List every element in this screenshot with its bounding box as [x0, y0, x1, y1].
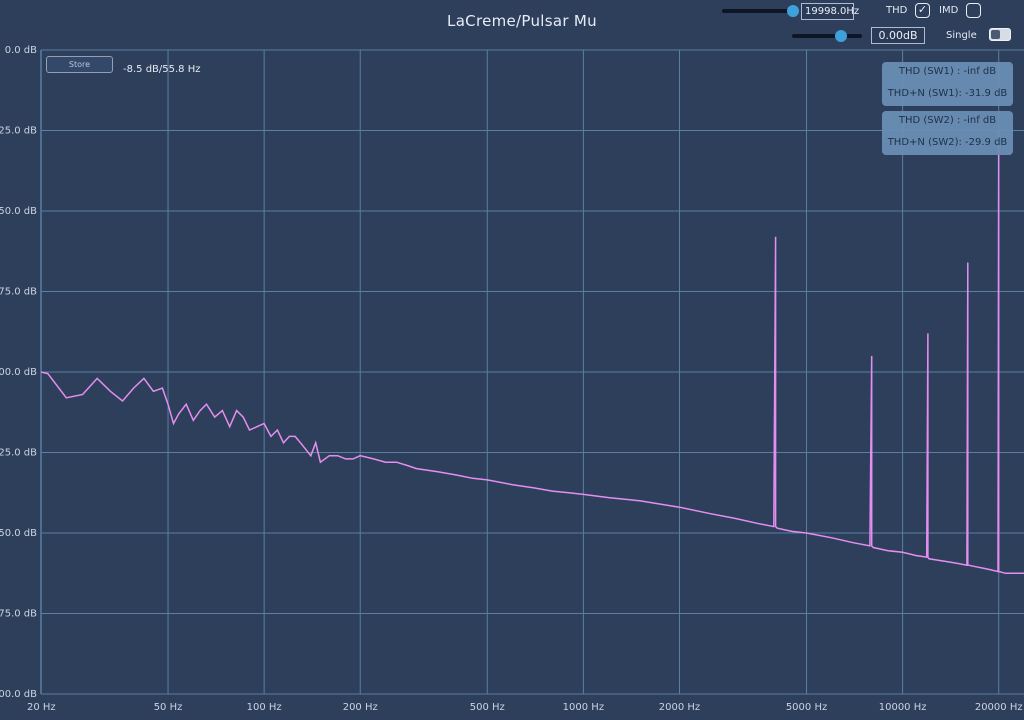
x-tick-label: 5000 Hz	[786, 702, 827, 713]
x-axis-tick-labels: 20 Hz 50 Hz 100 Hz 200 Hz 500 Hz 1000 Hz 2000 …	[27, 702, 1023, 713]
x-tick-label: 20 Hz	[27, 702, 56, 713]
x-tick-label: 20000 Hz	[975, 702, 1023, 713]
thdn-sw1-value: THD+N (SW1): -31.9 dB	[887, 88, 1008, 99]
y-tick-label: -200.0 dB	[0, 689, 37, 700]
y-tick-label: -175.0 dB	[0, 609, 37, 620]
y-tick-label: -50.0 dB	[0, 206, 37, 217]
y-tick-label: -125.0 dB	[0, 448, 37, 459]
imd-label: IMD	[939, 5, 959, 16]
x-tick-label: 1000 Hz	[563, 702, 604, 713]
x-tick-label: 200 Hz	[343, 702, 378, 713]
single-label: Single	[946, 30, 977, 41]
y-tick-label: 0.0 dB	[5, 45, 37, 56]
cursor-readout: -8.5 dB/55.8 Hz	[123, 64, 201, 75]
single-toggle-knob	[991, 30, 1000, 39]
frequency-slider[interactable]	[722, 5, 799, 17]
thd-checkbox[interactable]: ✓	[915, 3, 930, 18]
thd-sw1-value: THD (SW1) : -inf dB	[898, 66, 997, 77]
x-tick-label: 100 Hz	[247, 702, 282, 713]
imd-checkbox[interactable]	[966, 3, 981, 18]
thd-panel-sw2: THD (SW2) : -inf dB THD+N (SW2): -29.9 d…	[882, 111, 1013, 155]
grid-horizontal-lines	[41, 49, 1024, 695]
store-button[interactable]: Store	[46, 56, 113, 73]
single-toggle[interactable]	[989, 28, 1011, 41]
spectrum-trace	[40, 130, 1024, 575]
y-tick-label: -25.0 dB	[0, 126, 37, 137]
y-axis-tick-labels: 0.0 dB -25.0 dB -50.0 dB -75.0 dB -100.0 dB -…	[0, 45, 37, 700]
thd-label: THD	[886, 5, 908, 16]
gain-slider-thumb[interactable]	[835, 30, 847, 42]
y-tick-label: -150.0 dB	[0, 528, 37, 539]
frequency-slider-thumb[interactable]	[786, 5, 799, 17]
thd-sw2-value: THD (SW2) : -inf dB	[898, 115, 997, 126]
frequency-value-box[interactable]: 19998.0Hz	[801, 3, 859, 20]
x-tick-label: 500 Hz	[470, 702, 505, 713]
x-tick-label: 10000 Hz	[879, 702, 927, 713]
y-tick-label: -100.0 dB	[0, 367, 37, 378]
gain-slider[interactable]	[792, 30, 862, 42]
x-tick-label: 2000 Hz	[659, 702, 700, 713]
gain-value-box[interactable]: 0.00dB	[871, 27, 925, 44]
thdn-sw2-value: THD+N (SW2): -29.9 dB	[887, 137, 1008, 148]
thd-panel-sw1: THD (SW1) : -inf dB THD+N (SW1): -31.9 d…	[882, 62, 1013, 106]
y-tick-label: -75.0 dB	[0, 287, 37, 298]
window-title: LaCreme/Pulsar Mu	[447, 12, 597, 30]
x-tick-label: 50 Hz	[154, 702, 183, 713]
